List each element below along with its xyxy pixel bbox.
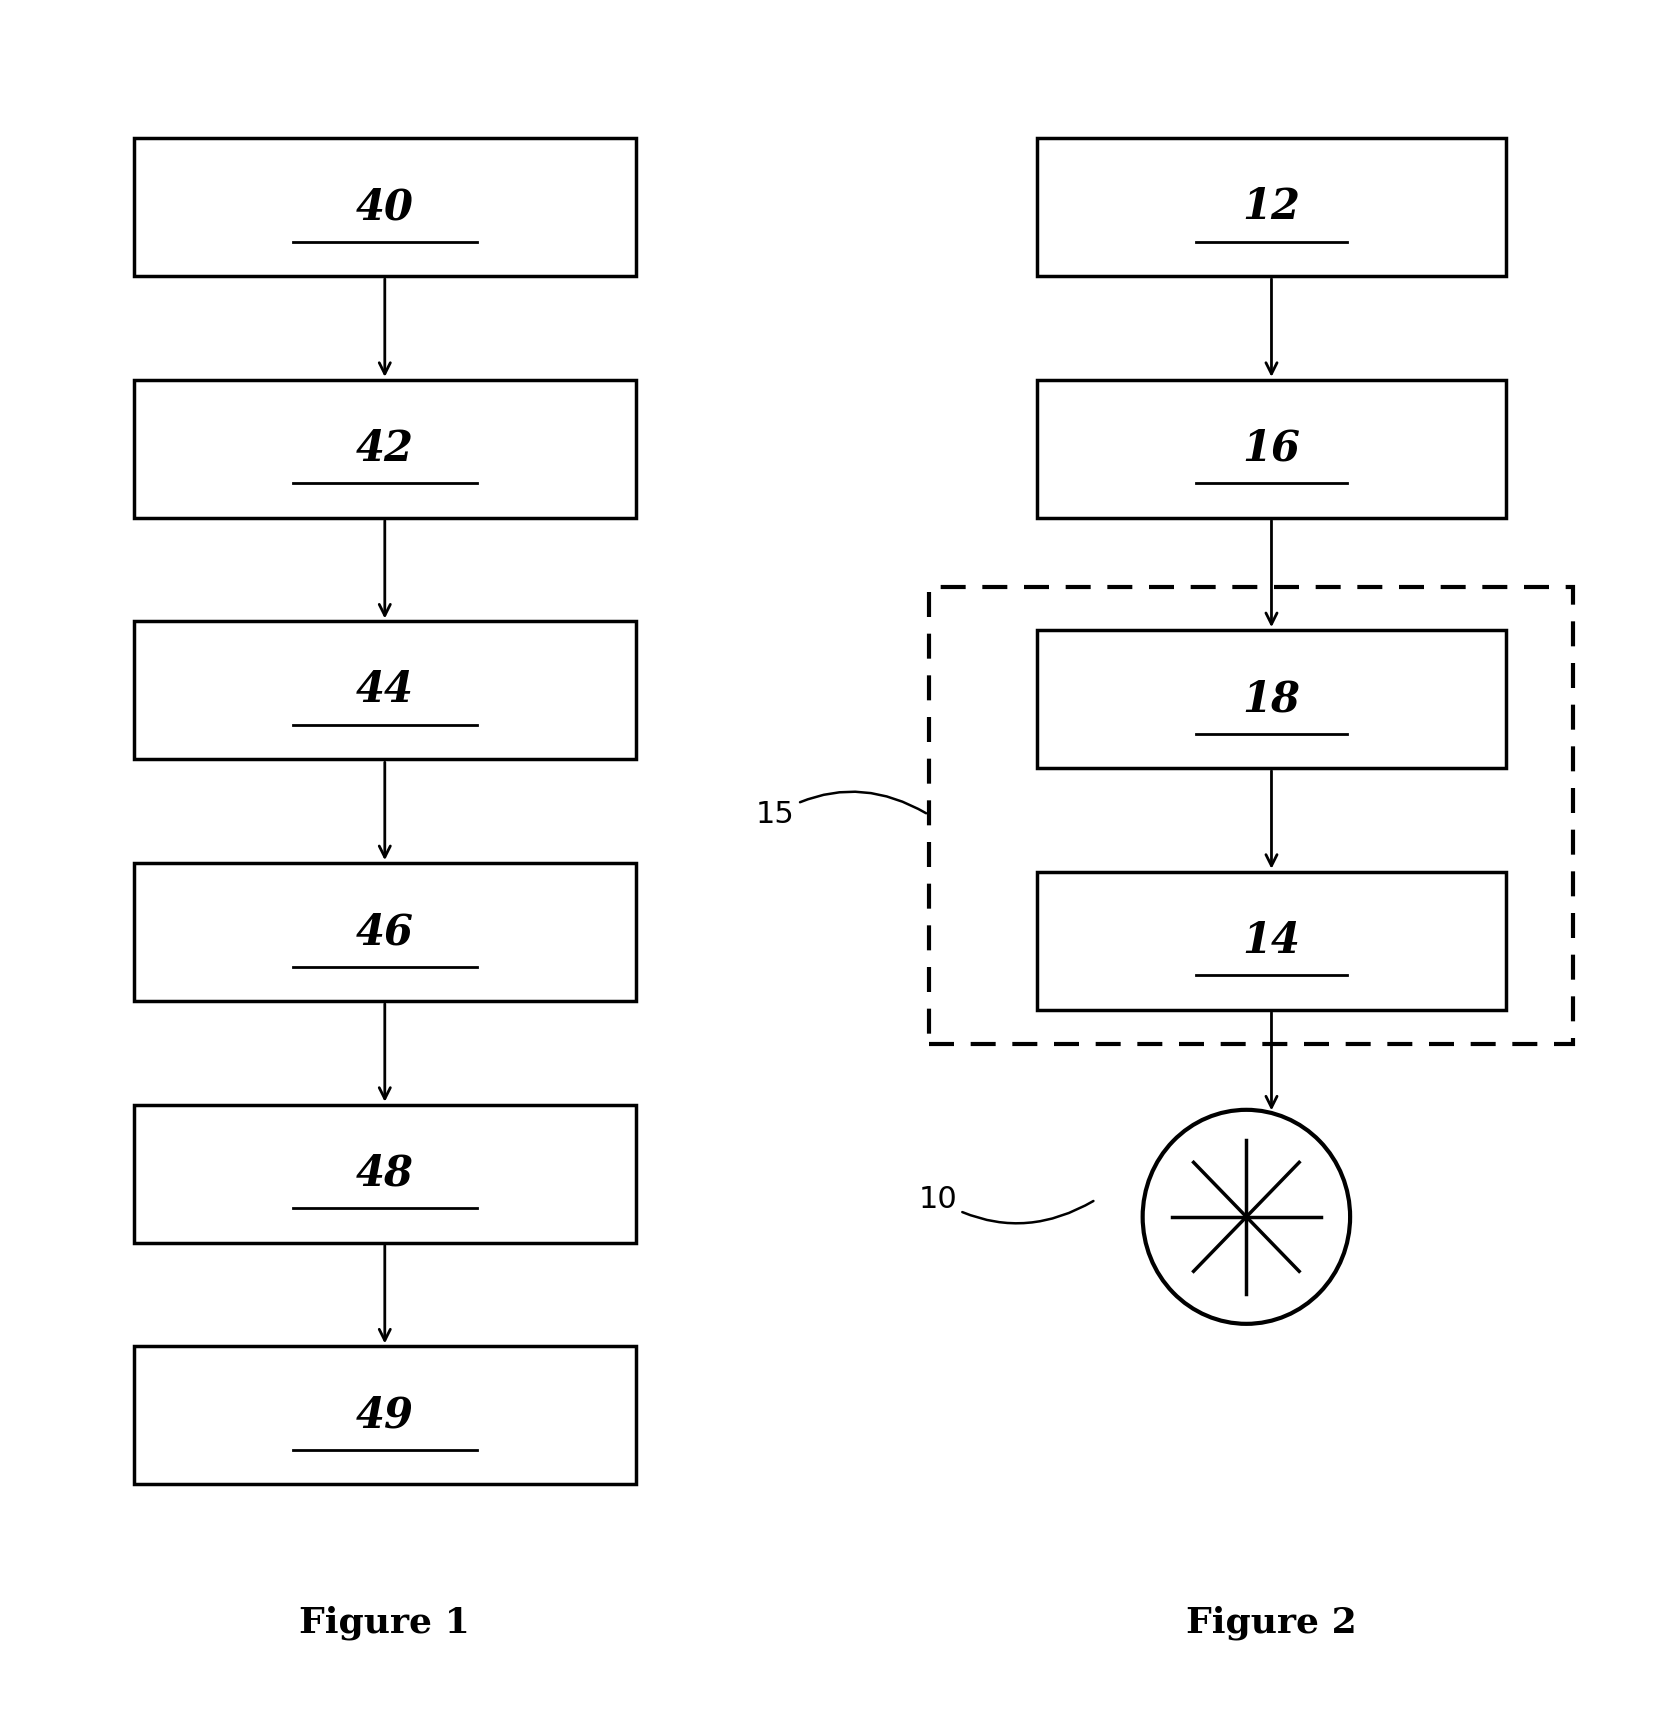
Text: 16: 16 xyxy=(1243,428,1300,469)
Bar xyxy=(134,380,636,518)
Text: 44: 44 xyxy=(356,670,413,711)
Text: Figure 2: Figure 2 xyxy=(1186,1605,1357,1640)
Text: 42: 42 xyxy=(356,428,413,469)
Text: 46: 46 xyxy=(356,911,413,953)
Bar xyxy=(1037,138,1506,276)
Text: 14: 14 xyxy=(1243,920,1300,961)
Bar xyxy=(1037,872,1506,1010)
Bar xyxy=(134,1346,636,1484)
Bar xyxy=(134,621,636,759)
Bar xyxy=(1037,380,1506,518)
Text: 10: 10 xyxy=(918,1186,1094,1224)
Bar xyxy=(929,587,1573,1044)
Bar xyxy=(134,138,636,276)
Bar xyxy=(134,1105,636,1243)
Bar xyxy=(134,863,636,1001)
Circle shape xyxy=(1143,1110,1350,1324)
Bar xyxy=(1037,630,1506,768)
Text: 12: 12 xyxy=(1243,186,1300,228)
Text: Figure 1: Figure 1 xyxy=(299,1605,470,1640)
Text: 18: 18 xyxy=(1243,678,1300,720)
Text: 48: 48 xyxy=(356,1153,413,1194)
Text: 49: 49 xyxy=(356,1395,413,1436)
Text: 15: 15 xyxy=(756,792,927,828)
Text: 40: 40 xyxy=(356,186,413,228)
